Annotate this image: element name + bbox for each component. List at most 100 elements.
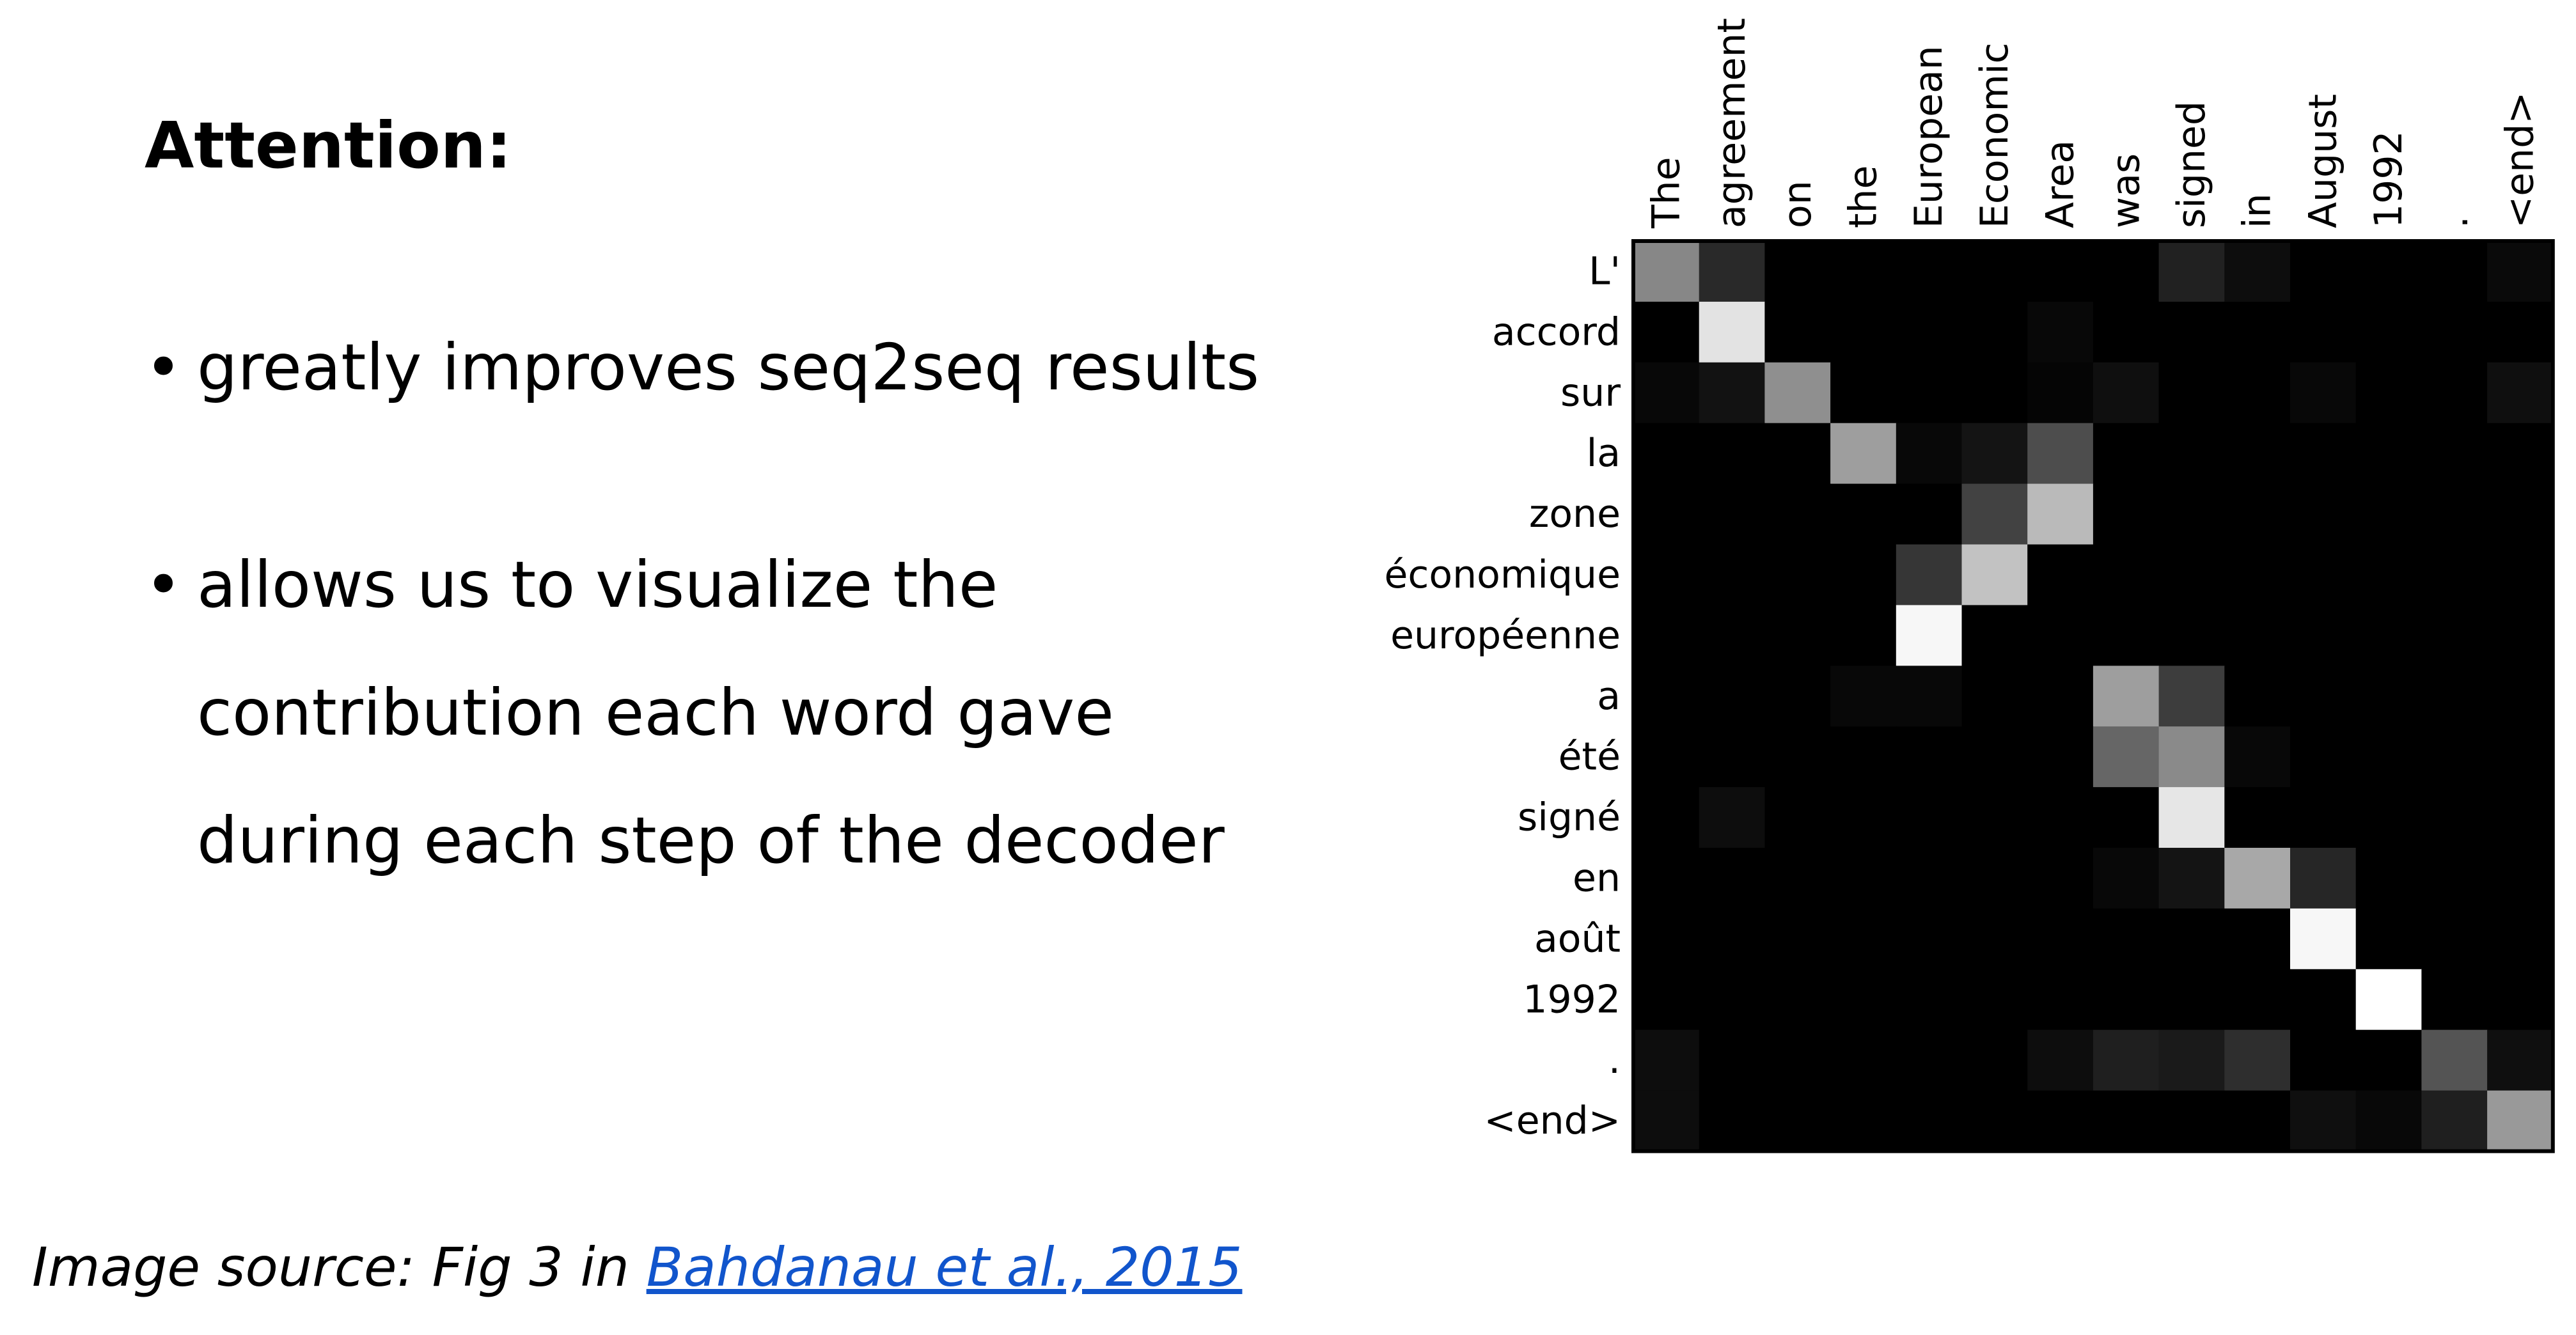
heatmap-cell	[2290, 726, 2357, 788]
heatmap-cell	[2224, 241, 2291, 302]
x-tick-label: European	[1906, 45, 1951, 228]
y-tick-label: économique	[1385, 552, 1621, 597]
x-tick-label: August	[2300, 94, 2345, 228]
heatmap-cell	[1896, 241, 1963, 302]
heatmap-cell	[1961, 362, 2028, 424]
x-tick-label: The	[1644, 157, 1688, 229]
heatmap-cell	[2158, 362, 2225, 424]
heatmap-cell	[2224, 848, 2291, 909]
heatmap-cell	[2093, 1090, 2160, 1152]
heatmap-cell	[2421, 605, 2488, 666]
heatmap-cell	[2421, 666, 2488, 727]
x-tick-label: the	[1841, 166, 1885, 228]
heatmap-cell	[2487, 1029, 2554, 1091]
x-tick-label: in	[2235, 193, 2280, 228]
heatmap-cell	[2487, 848, 2554, 909]
heatmap-cell	[2355, 423, 2422, 485]
heatmap-cell	[1633, 969, 1700, 1031]
heatmap-cell	[1830, 605, 1897, 666]
heatmap-cell	[1764, 1090, 1831, 1152]
heatmap-cell	[1896, 1029, 1963, 1091]
heatmap-cell	[1699, 969, 1765, 1031]
heatmap-cell	[1764, 483, 1831, 545]
heatmap-cell	[2290, 483, 2357, 545]
heatmap-cell	[1961, 1029, 2028, 1091]
heatmap-cell	[2487, 362, 2554, 424]
heatmap-cell	[1896, 666, 1963, 727]
heatmap-cell	[2093, 1029, 2160, 1091]
heatmap-cell	[2093, 483, 2160, 545]
y-tick-label: 1992	[1523, 977, 1621, 1022]
heatmap-cell	[1699, 362, 1765, 424]
heatmap-cell	[1830, 241, 1897, 302]
heatmap-cell	[1961, 605, 2028, 666]
heatmap-cell	[2355, 848, 2422, 909]
heatmap-cell	[2290, 666, 2357, 727]
heatmap-cell	[2224, 1090, 2291, 1152]
heatmap-cell	[2290, 1029, 2357, 1091]
x-tick-label: .	[2432, 216, 2477, 228]
heatmap-cell	[2224, 787, 2291, 848]
heatmap-cell	[1633, 544, 1700, 605]
heatmap-cell	[1896, 301, 1963, 363]
heatmap-cell	[2355, 544, 2422, 605]
heatmap-cell	[2421, 423, 2488, 485]
heatmap-cell	[2158, 969, 2225, 1031]
bullet-line: during each step of the decoder	[197, 803, 1225, 878]
heatmap-cell	[1633, 787, 1700, 848]
heatmap-cell	[2487, 908, 2554, 970]
heatmap-cell	[2093, 544, 2160, 605]
heatmap-cell	[1961, 544, 2028, 605]
y-tick-label: européenne	[1390, 613, 1621, 658]
heatmap-frame	[1631, 239, 2555, 1153]
heatmap-cell	[2487, 666, 2554, 727]
heatmap-cell	[2421, 908, 2488, 970]
heatmap-cell	[1830, 726, 1897, 788]
bullet-dot-icon: •	[145, 330, 182, 405]
heatmap-cell	[2355, 241, 2422, 302]
heatmap-cell	[2421, 362, 2488, 424]
heatmap-cell	[2093, 666, 2160, 727]
heatmap-cell	[1830, 908, 1897, 970]
heatmap-cell	[1764, 787, 1831, 848]
heatmap-cell	[2290, 848, 2357, 909]
y-tick-label: .	[1608, 1038, 1621, 1082]
x-tick-label: Economic	[1972, 43, 2017, 228]
heatmap-cell	[1699, 605, 1765, 666]
heatmap-cell	[2421, 787, 2488, 848]
heatmap-cell	[1830, 666, 1897, 727]
heatmap-cell	[2421, 726, 2488, 788]
heatmap-cell	[2027, 969, 2094, 1031]
heatmap-cell	[1830, 544, 1897, 605]
heatmap-cell	[1896, 423, 1963, 485]
heatmap-cell	[2093, 423, 2160, 485]
heatmap-cells	[1633, 241, 2554, 1152]
heatmap-cell	[2290, 423, 2357, 485]
heatmap-cell	[2290, 605, 2357, 666]
heatmap-cell	[2487, 241, 2554, 302]
heatmap-cell	[1896, 969, 1963, 1031]
heatmap-cell	[2027, 726, 2094, 788]
heatmap-cell	[1830, 362, 1897, 424]
heatmap-cell	[1896, 483, 1963, 545]
heatmap-cell	[1764, 666, 1831, 727]
heatmap-cell	[1764, 908, 1831, 970]
heatmap-cell	[1830, 301, 1897, 363]
source-link[interactable]: Bahdanau et al., 2015	[646, 1236, 1243, 1299]
heatmap-cell	[2487, 969, 2554, 1031]
y-tick-label: accord	[1492, 309, 1621, 354]
heatmap-cell	[1961, 666, 2028, 727]
heatmap-cell	[1896, 544, 1963, 605]
heatmap-cell	[2158, 241, 2225, 302]
heatmap-cell	[2158, 483, 2225, 545]
heatmap-cell	[2421, 301, 2488, 363]
heatmap-cell	[1961, 908, 2028, 970]
heatmap-cell	[1896, 362, 1963, 424]
heatmap-cell	[2290, 241, 2357, 302]
heatmap-cell	[2487, 301, 2554, 363]
heatmap-cell	[2355, 787, 2422, 848]
heatmap-cell	[1699, 666, 1765, 727]
heatmap-cell	[1699, 908, 1765, 970]
heatmap-cell	[1699, 301, 1765, 363]
